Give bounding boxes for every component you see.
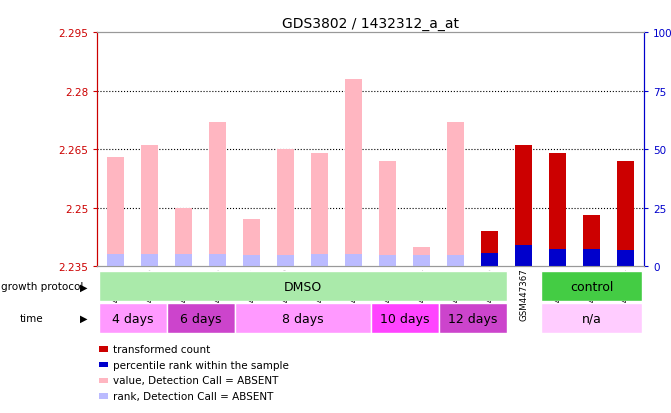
Text: DMSO: DMSO: [284, 280, 322, 293]
Bar: [311, 154, 328, 266]
Bar: [617, 161, 634, 266]
Bar: [515, 146, 532, 266]
Bar: [244, 256, 260, 266]
Text: transformed count: transformed count: [113, 344, 211, 354]
Bar: [107, 254, 124, 266]
Text: 10 days: 10 days: [380, 312, 429, 325]
Bar: [447, 123, 464, 266]
Bar: [541, 272, 642, 301]
Bar: [515, 245, 532, 266]
Bar: [379, 161, 396, 266]
Text: time: time: [20, 313, 44, 323]
Text: percentile rank within the sample: percentile rank within the sample: [113, 360, 289, 370]
Text: value, Detection Call = ABSENT: value, Detection Call = ABSENT: [113, 375, 278, 385]
Bar: [107, 157, 124, 266]
Bar: [175, 254, 193, 266]
Bar: [99, 304, 167, 333]
Bar: [209, 123, 226, 266]
Bar: [583, 216, 600, 266]
Bar: [439, 304, 507, 333]
Bar: [370, 304, 439, 333]
Text: ▶: ▶: [80, 313, 87, 323]
Text: 6 days: 6 days: [180, 312, 221, 325]
Bar: [549, 154, 566, 266]
Bar: [346, 80, 362, 266]
Text: 4 days: 4 days: [112, 312, 154, 325]
Bar: [583, 250, 600, 266]
Bar: [447, 256, 464, 266]
Bar: [413, 256, 430, 266]
Text: 12 days: 12 days: [448, 312, 497, 325]
Bar: [481, 231, 498, 266]
Bar: [235, 304, 370, 333]
Bar: [209, 254, 226, 266]
Bar: [379, 256, 396, 266]
Bar: [549, 250, 566, 266]
Bar: [142, 254, 158, 266]
Text: n/a: n/a: [582, 312, 601, 325]
Bar: [167, 304, 235, 333]
Text: control: control: [570, 280, 613, 293]
Bar: [413, 247, 430, 266]
Title: GDS3802 / 1432312_a_at: GDS3802 / 1432312_a_at: [282, 17, 459, 31]
Bar: [277, 150, 295, 266]
Bar: [481, 253, 498, 266]
Bar: [541, 304, 642, 333]
Bar: [142, 146, 158, 266]
Bar: [244, 220, 260, 266]
Bar: [175, 208, 193, 266]
Text: growth protocol: growth protocol: [1, 282, 84, 292]
Bar: [99, 272, 507, 301]
Bar: [277, 256, 295, 266]
Bar: [617, 251, 634, 266]
Text: ▶: ▶: [80, 282, 87, 292]
Text: rank, Detection Call = ABSENT: rank, Detection Call = ABSENT: [113, 391, 274, 401]
Bar: [311, 254, 328, 266]
Text: 8 days: 8 days: [282, 312, 323, 325]
Bar: [346, 254, 362, 266]
